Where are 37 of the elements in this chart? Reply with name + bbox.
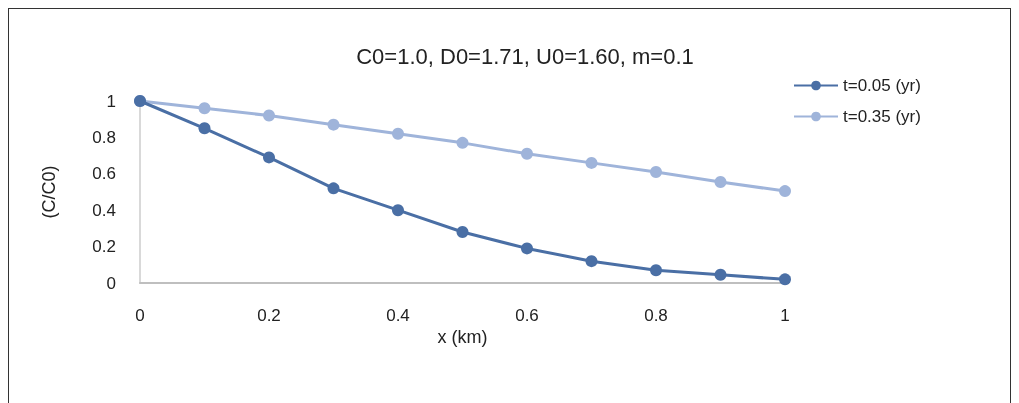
point bbox=[585, 156, 598, 169]
point bbox=[392, 204, 404, 217]
y-axis-title: (C/C0) bbox=[39, 165, 59, 219]
point bbox=[714, 175, 727, 188]
point bbox=[198, 102, 211, 115]
point bbox=[650, 165, 662, 178]
point bbox=[263, 109, 275, 122]
y-tick-label: 0.8 bbox=[92, 127, 116, 147]
x-tick-label: 0 bbox=[135, 306, 145, 325]
point bbox=[714, 268, 727, 281]
x-tick-label: 1 bbox=[780, 306, 790, 325]
point bbox=[327, 182, 340, 195]
x-axis-title: x (km) bbox=[437, 327, 488, 347]
y-tick-label: 0.2 bbox=[92, 237, 116, 257]
point bbox=[585, 255, 598, 268]
point bbox=[456, 136, 469, 149]
point bbox=[650, 264, 662, 277]
point bbox=[779, 273, 791, 286]
point bbox=[198, 122, 211, 135]
y-tick-label: 1 bbox=[106, 91, 116, 111]
legend-label: t=0.05 (yr) bbox=[843, 76, 921, 95]
point bbox=[392, 127, 404, 140]
y-tick-label: 0.6 bbox=[92, 164, 116, 184]
x-tick-label: 0.2 bbox=[257, 306, 281, 325]
point bbox=[263, 151, 275, 164]
y-tick-label: 0 bbox=[106, 273, 116, 293]
point bbox=[521, 242, 533, 255]
legend-label: t=0.35 (yr) bbox=[843, 107, 921, 126]
x-tick-label: 0.6 bbox=[515, 306, 539, 325]
point bbox=[456, 226, 469, 239]
y-tick-label: 0.4 bbox=[92, 200, 116, 220]
chart-title: C0=1.0, D0=1.71, U0=1.60, m=0.1 bbox=[356, 43, 694, 69]
x-tick-label: 0.8 bbox=[644, 306, 668, 325]
point bbox=[521, 147, 533, 160]
x-tick-label: 0.4 bbox=[386, 306, 410, 325]
point bbox=[779, 185, 791, 198]
point bbox=[327, 118, 340, 131]
